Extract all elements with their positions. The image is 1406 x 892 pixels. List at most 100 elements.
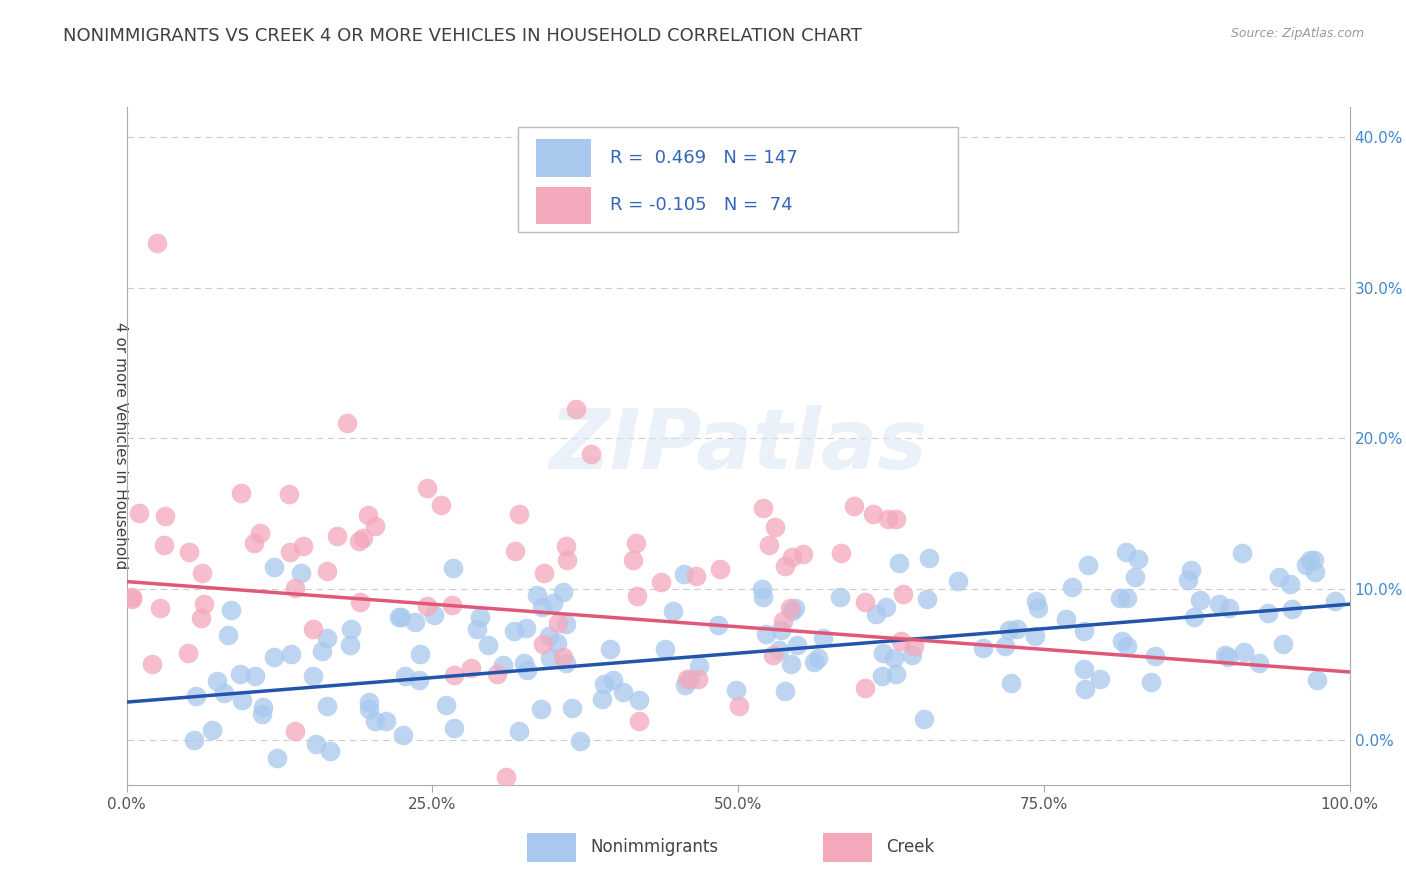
Point (772, 614, 794, 628)
Point (811, 632, 834, 646)
Point (887, 556, 910, 570)
Point (201, 723, 224, 738)
Point (803, 655, 825, 669)
Point (915, 591, 938, 606)
Point (706, 618, 728, 632)
Point (661, 604, 683, 618)
Point (441, 561, 464, 575)
Point (624, 536, 647, 550)
Point (152, 538, 174, 552)
Text: Creek: Creek (886, 838, 934, 856)
Point (785, 600, 807, 615)
Text: ZIPatlas: ZIPatlas (550, 406, 927, 486)
Text: R =  0.469   N = 147: R = 0.469 N = 147 (610, 149, 797, 167)
Point (875, 599, 897, 614)
FancyBboxPatch shape (536, 139, 592, 177)
Point (415, 481, 437, 495)
Point (779, 601, 801, 615)
Point (415, 599, 437, 613)
Point (891, 586, 914, 600)
Point (352, 531, 374, 545)
Point (339, 638, 361, 652)
Point (844, 499, 866, 513)
Point (325, 529, 347, 543)
FancyBboxPatch shape (536, 186, 592, 224)
Point (212, 686, 235, 700)
Point (503, 624, 526, 639)
Point (1128, 552, 1150, 566)
Point (754, 627, 776, 641)
Point (141, 657, 163, 671)
Point (503, 544, 526, 558)
Point (1218, 601, 1240, 615)
Point (1213, 648, 1236, 662)
Point (318, 744, 340, 758)
Point (972, 641, 994, 656)
Point (883, 651, 905, 665)
Point (336, 417, 359, 431)
Point (191, 566, 214, 580)
Point (877, 512, 900, 526)
Point (1323, 594, 1346, 608)
Point (1247, 656, 1270, 670)
Point (340, 623, 363, 637)
Point (263, 649, 285, 664)
Point (554, 656, 576, 670)
Point (121, 590, 143, 604)
Point (349, 595, 371, 609)
Point (685, 569, 707, 583)
Point (146, 235, 169, 250)
Point (121, 591, 143, 606)
Point (751, 582, 773, 596)
Point (752, 500, 775, 515)
Point (492, 658, 515, 673)
Point (807, 650, 830, 665)
Point (853, 681, 876, 696)
Point (1123, 570, 1146, 584)
Text: R = -0.105   N =  74: R = -0.105 N = 74 (610, 196, 793, 214)
Point (266, 751, 288, 765)
Point (591, 692, 613, 706)
Point (1005, 622, 1028, 636)
Point (541, 596, 564, 610)
Point (1208, 597, 1230, 611)
Point (249, 526, 271, 541)
Point (1182, 610, 1205, 624)
Point (1077, 558, 1099, 573)
Point (467, 623, 489, 637)
Point (1268, 569, 1291, 583)
Point (1026, 600, 1049, 615)
Point (830, 546, 852, 560)
Point (886, 512, 908, 526)
Point (872, 646, 894, 660)
Point (460, 661, 482, 675)
Point (768, 642, 790, 657)
Point (1216, 650, 1239, 665)
Point (409, 648, 432, 662)
Point (291, 539, 314, 553)
Point (679, 673, 702, 687)
Point (1303, 565, 1326, 579)
Point (284, 724, 307, 739)
Point (752, 591, 775, 605)
Point (865, 607, 887, 621)
Point (277, 487, 299, 501)
Point (709, 562, 731, 576)
Point (404, 615, 426, 629)
Point (853, 595, 876, 609)
Point (782, 550, 804, 565)
Point (673, 678, 696, 692)
Point (775, 683, 797, 698)
Point (229, 485, 252, 500)
Point (302, 622, 325, 636)
Point (357, 701, 380, 715)
Point (374, 714, 396, 729)
Point (284, 581, 307, 595)
Point (565, 401, 588, 416)
Point (242, 535, 264, 549)
Point (245, 669, 267, 683)
Point (1074, 681, 1097, 696)
Point (219, 603, 242, 617)
Text: NONIMMIGRANTS VS CREEK 4 OR MORE VEHICLES IN HOUSEHOLD CORRELATION CHART: NONIMMIGRANTS VS CREEK 4 OR MORE VEHICLE… (63, 27, 862, 45)
Point (229, 666, 252, 681)
